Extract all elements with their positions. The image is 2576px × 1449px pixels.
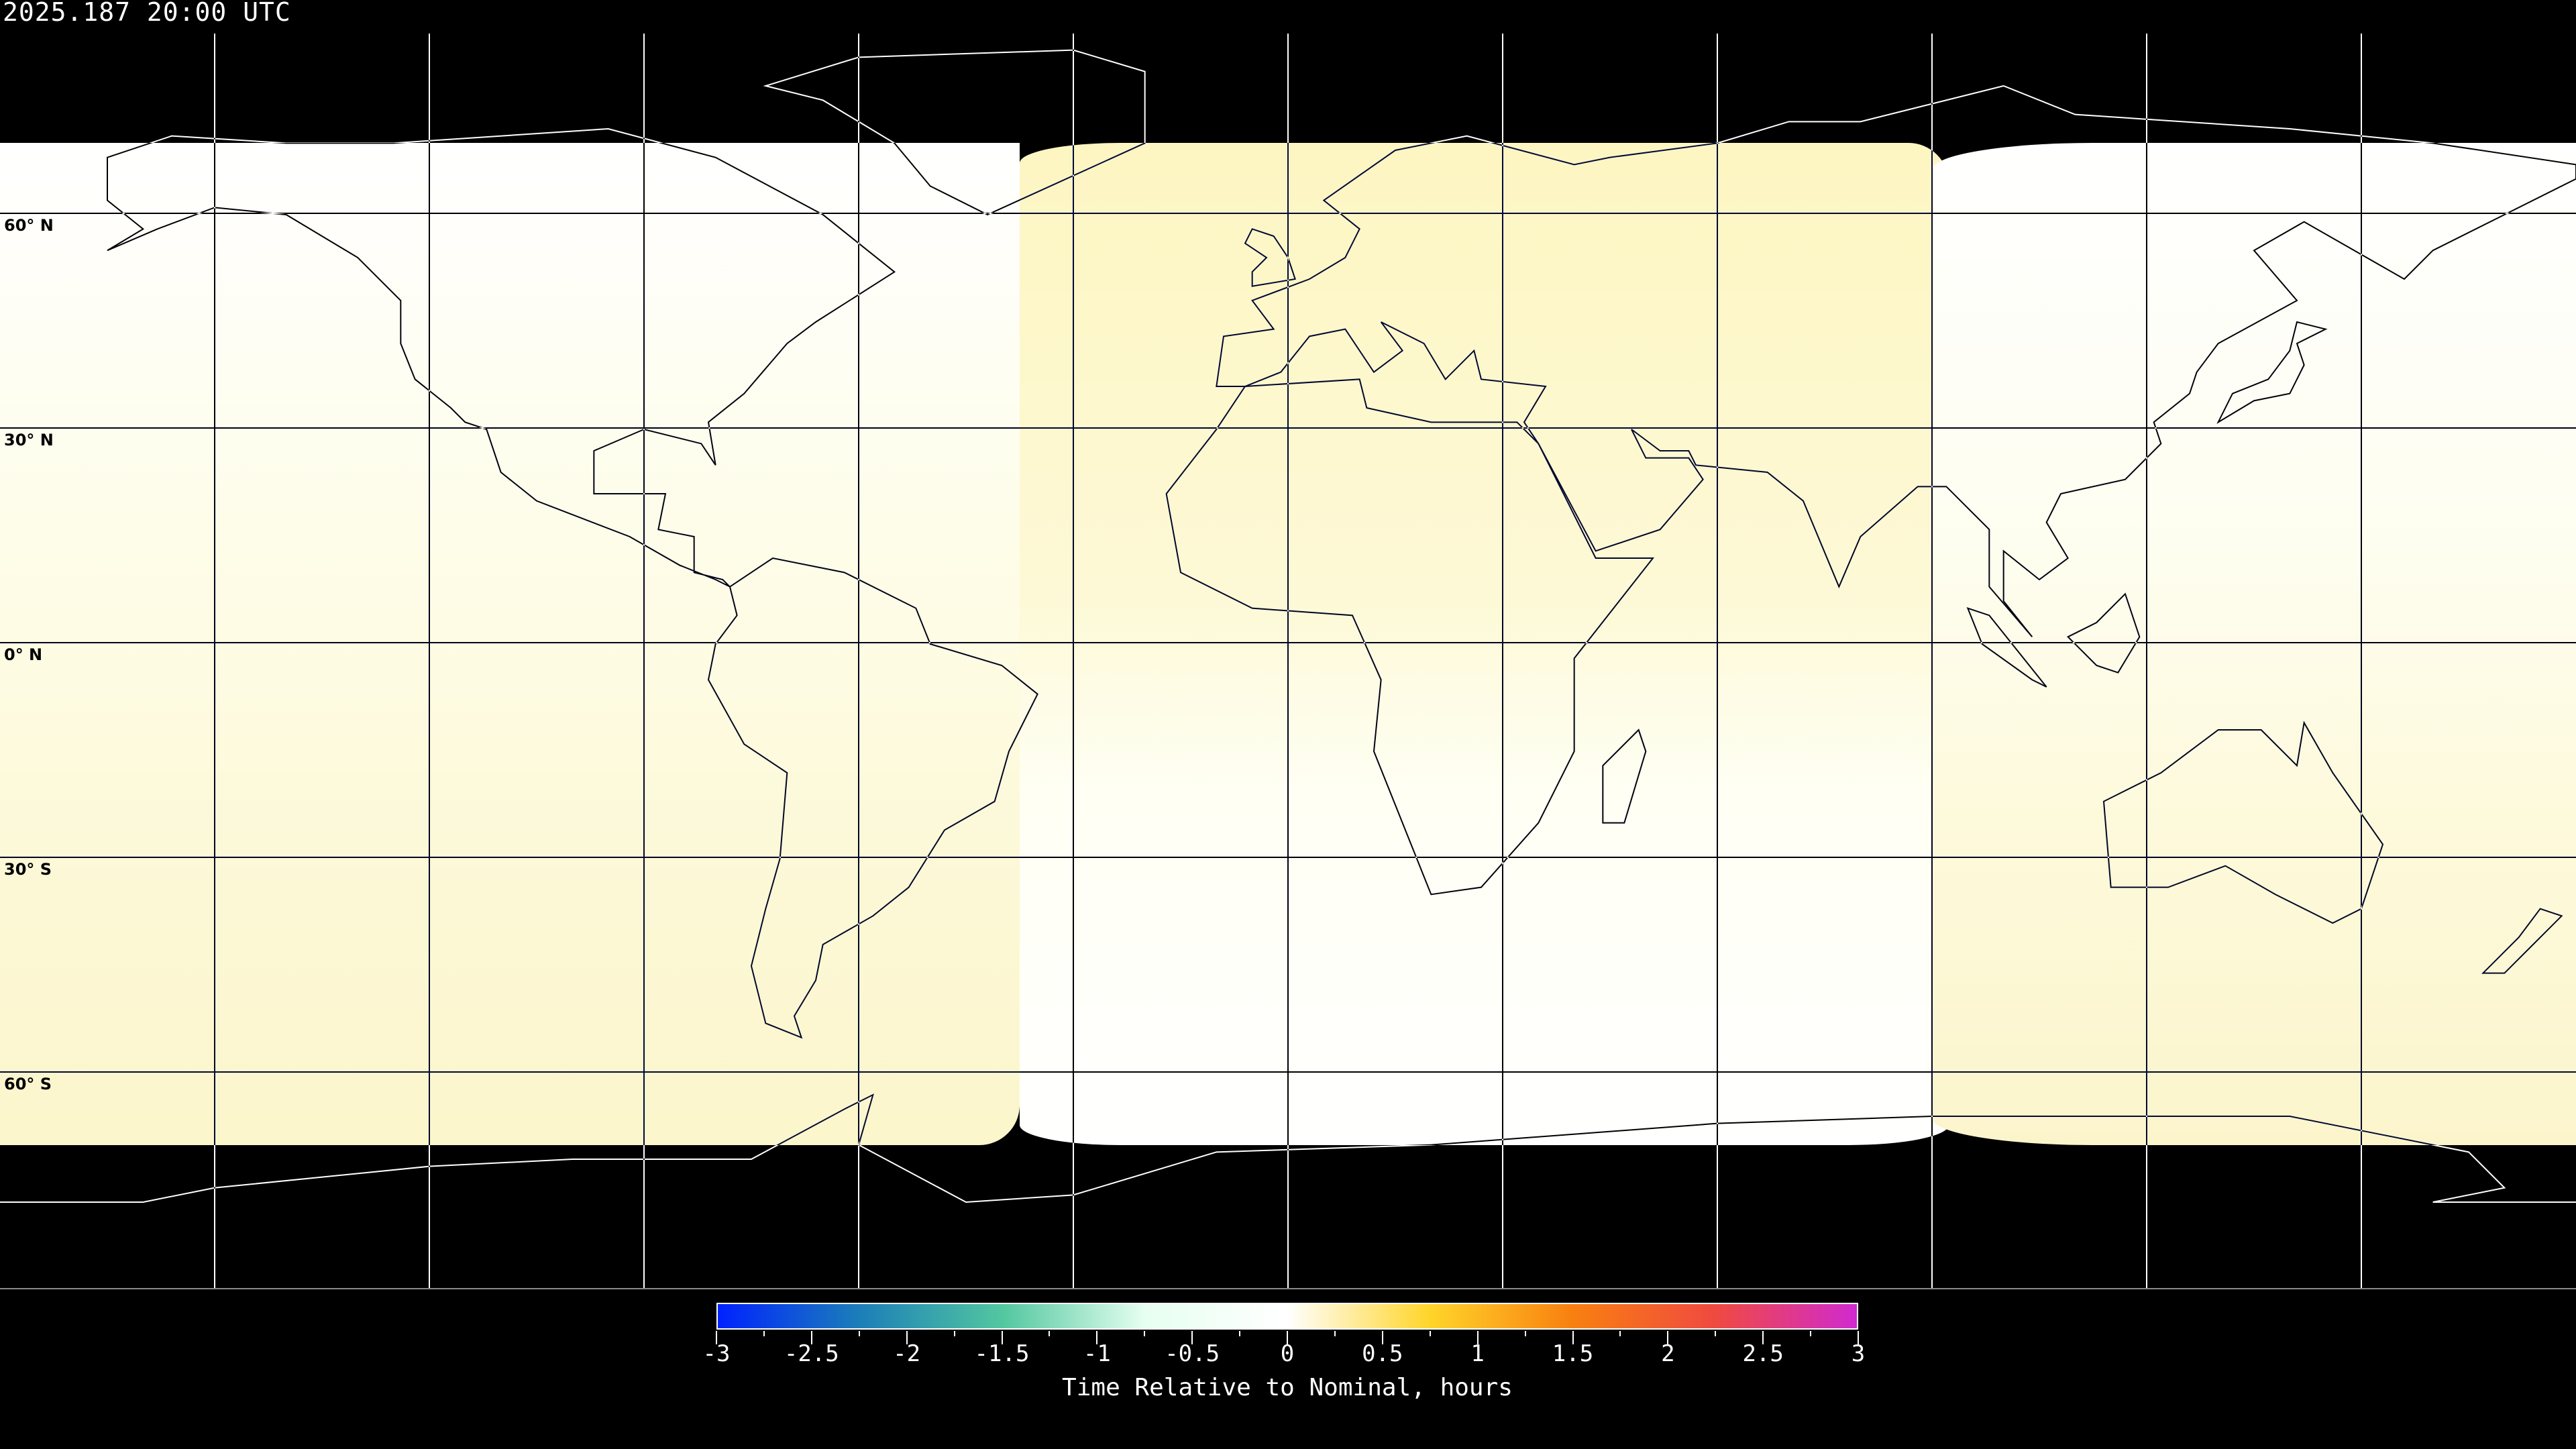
west-footprint xyxy=(0,143,1020,1145)
colorbar-tick xyxy=(858,1331,860,1336)
colorbar-tick xyxy=(1191,1331,1193,1344)
coastline-new-zealand xyxy=(2483,909,2561,973)
colorbar-tick-label: 2.5 xyxy=(1742,1340,1784,1367)
colorbar-tick-label: 1.5 xyxy=(1552,1340,1594,1367)
colorbar-tick xyxy=(1477,1331,1479,1344)
lat-label-30s: 30° S xyxy=(4,860,52,879)
colorbar-tick xyxy=(1334,1331,1336,1336)
colorbar-tick xyxy=(1762,1331,1764,1344)
colorbar-tick-label: -2.5 xyxy=(784,1340,839,1367)
colorbar-tick xyxy=(810,1331,812,1344)
colorbar-tick xyxy=(1572,1331,1574,1344)
colorbar-tick xyxy=(953,1331,955,1336)
colorbar-label: Time Relative to Nominal, hours xyxy=(1062,1374,1513,1401)
colorbar-tick-label: -3 xyxy=(702,1340,731,1367)
coastline-great-britain xyxy=(1245,229,1295,286)
coastline-australia xyxy=(2104,722,2383,923)
colorbar-tick xyxy=(1239,1331,1241,1336)
colorbar-tick-label: -1.5 xyxy=(974,1340,1030,1367)
coastline-south-america xyxy=(708,558,1038,1038)
coastline-north-america xyxy=(107,129,894,587)
colorbar-tick xyxy=(716,1331,717,1344)
colorbar-tick xyxy=(906,1331,908,1344)
colorbar-tick-label: -0.5 xyxy=(1165,1340,1220,1367)
colorbar-tick xyxy=(1619,1331,1621,1336)
lat-label-60n: 60° N xyxy=(4,216,54,235)
colorbar-tick xyxy=(763,1331,765,1336)
colorbar-tick-label: -2 xyxy=(893,1340,921,1367)
colorbar-tick-label: -1 xyxy=(1083,1340,1111,1367)
colorbar-tick-label: 3 xyxy=(1851,1340,1866,1367)
colorbar-tick xyxy=(1715,1331,1717,1336)
colorbar-tick xyxy=(1144,1331,1146,1336)
lat-label-30n: 30° N xyxy=(4,431,54,449)
colorbar-tick xyxy=(1429,1331,1431,1336)
colorbar-tick xyxy=(1001,1331,1003,1344)
coastline-borneo xyxy=(2068,594,2140,672)
colorbar-tick xyxy=(1381,1331,1383,1344)
coastline-japan xyxy=(2218,322,2326,422)
colorbar-tick-label: 0 xyxy=(1280,1340,1295,1367)
colorbar-tick-label: 2 xyxy=(1661,1340,1675,1367)
lat-label-60s: 60° S xyxy=(4,1075,52,1093)
coastline-sumatra xyxy=(1968,608,2046,687)
colorbar-tick-label: 1 xyxy=(1470,1340,1485,1367)
colorbar-tick xyxy=(1524,1331,1526,1336)
graticule xyxy=(0,34,2576,1288)
timestamp-title: 2025.187 20:00 UTC xyxy=(3,0,291,27)
colorbar-tick-label: 0.5 xyxy=(1362,1340,1403,1367)
lat-label-0n: 0° N xyxy=(4,645,43,664)
colorbar-tick xyxy=(1667,1331,1669,1344)
colorbar xyxy=(716,1303,1858,1330)
east-footprint xyxy=(1932,143,2576,1145)
colorbar-tick xyxy=(1858,1331,1859,1344)
colorbar-tick xyxy=(1096,1331,1098,1344)
colorbar-tick xyxy=(1049,1331,1051,1336)
center-footprint xyxy=(1020,143,1949,1145)
colorbar-tick xyxy=(1287,1331,1288,1344)
colorbar-tick xyxy=(1810,1331,1812,1336)
coastline-africa xyxy=(1167,379,1653,894)
map-panel: 60° N 30° N 0° N 30° S 60° S xyxy=(0,34,2576,1289)
coastline-madagascar xyxy=(1603,730,1646,823)
